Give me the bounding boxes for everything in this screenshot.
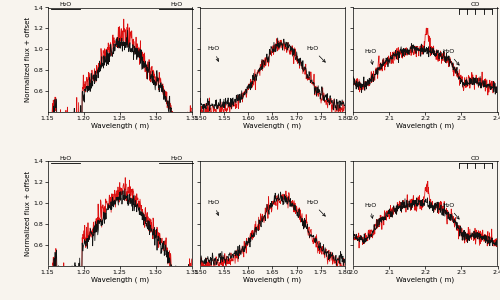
Text: H₂O: H₂O	[170, 157, 182, 161]
Text: H₂O: H₂O	[364, 203, 376, 218]
X-axis label: Wavelength ( m): Wavelength ( m)	[90, 122, 148, 129]
Text: H₂O: H₂O	[208, 200, 220, 215]
Text: H₂O: H₂O	[364, 49, 376, 64]
X-axis label: Wavelength ( m): Wavelength ( m)	[90, 276, 148, 283]
Text: H₂O: H₂O	[60, 2, 72, 8]
Text: H₂O: H₂O	[442, 49, 459, 65]
X-axis label: Wavelength ( m): Wavelength ( m)	[396, 122, 454, 129]
Y-axis label: Normalized flux + offset: Normalized flux + offset	[24, 171, 30, 256]
Text: H₂O: H₂O	[442, 203, 459, 219]
X-axis label: Wavelength ( m): Wavelength ( m)	[244, 122, 302, 129]
Text: CO: CO	[471, 157, 480, 161]
Y-axis label: Normalized flux + offset: Normalized flux + offset	[24, 17, 30, 102]
X-axis label: Wavelength ( m): Wavelength ( m)	[396, 276, 454, 283]
X-axis label: Wavelength ( m): Wavelength ( m)	[244, 276, 302, 283]
Text: H₂O: H₂O	[170, 2, 182, 8]
Text: H₂O: H₂O	[306, 200, 326, 216]
Text: H₂O: H₂O	[60, 157, 72, 161]
Text: H₂O: H₂O	[306, 46, 326, 62]
Text: H₂O: H₂O	[208, 46, 220, 62]
Text: CO: CO	[471, 2, 480, 8]
